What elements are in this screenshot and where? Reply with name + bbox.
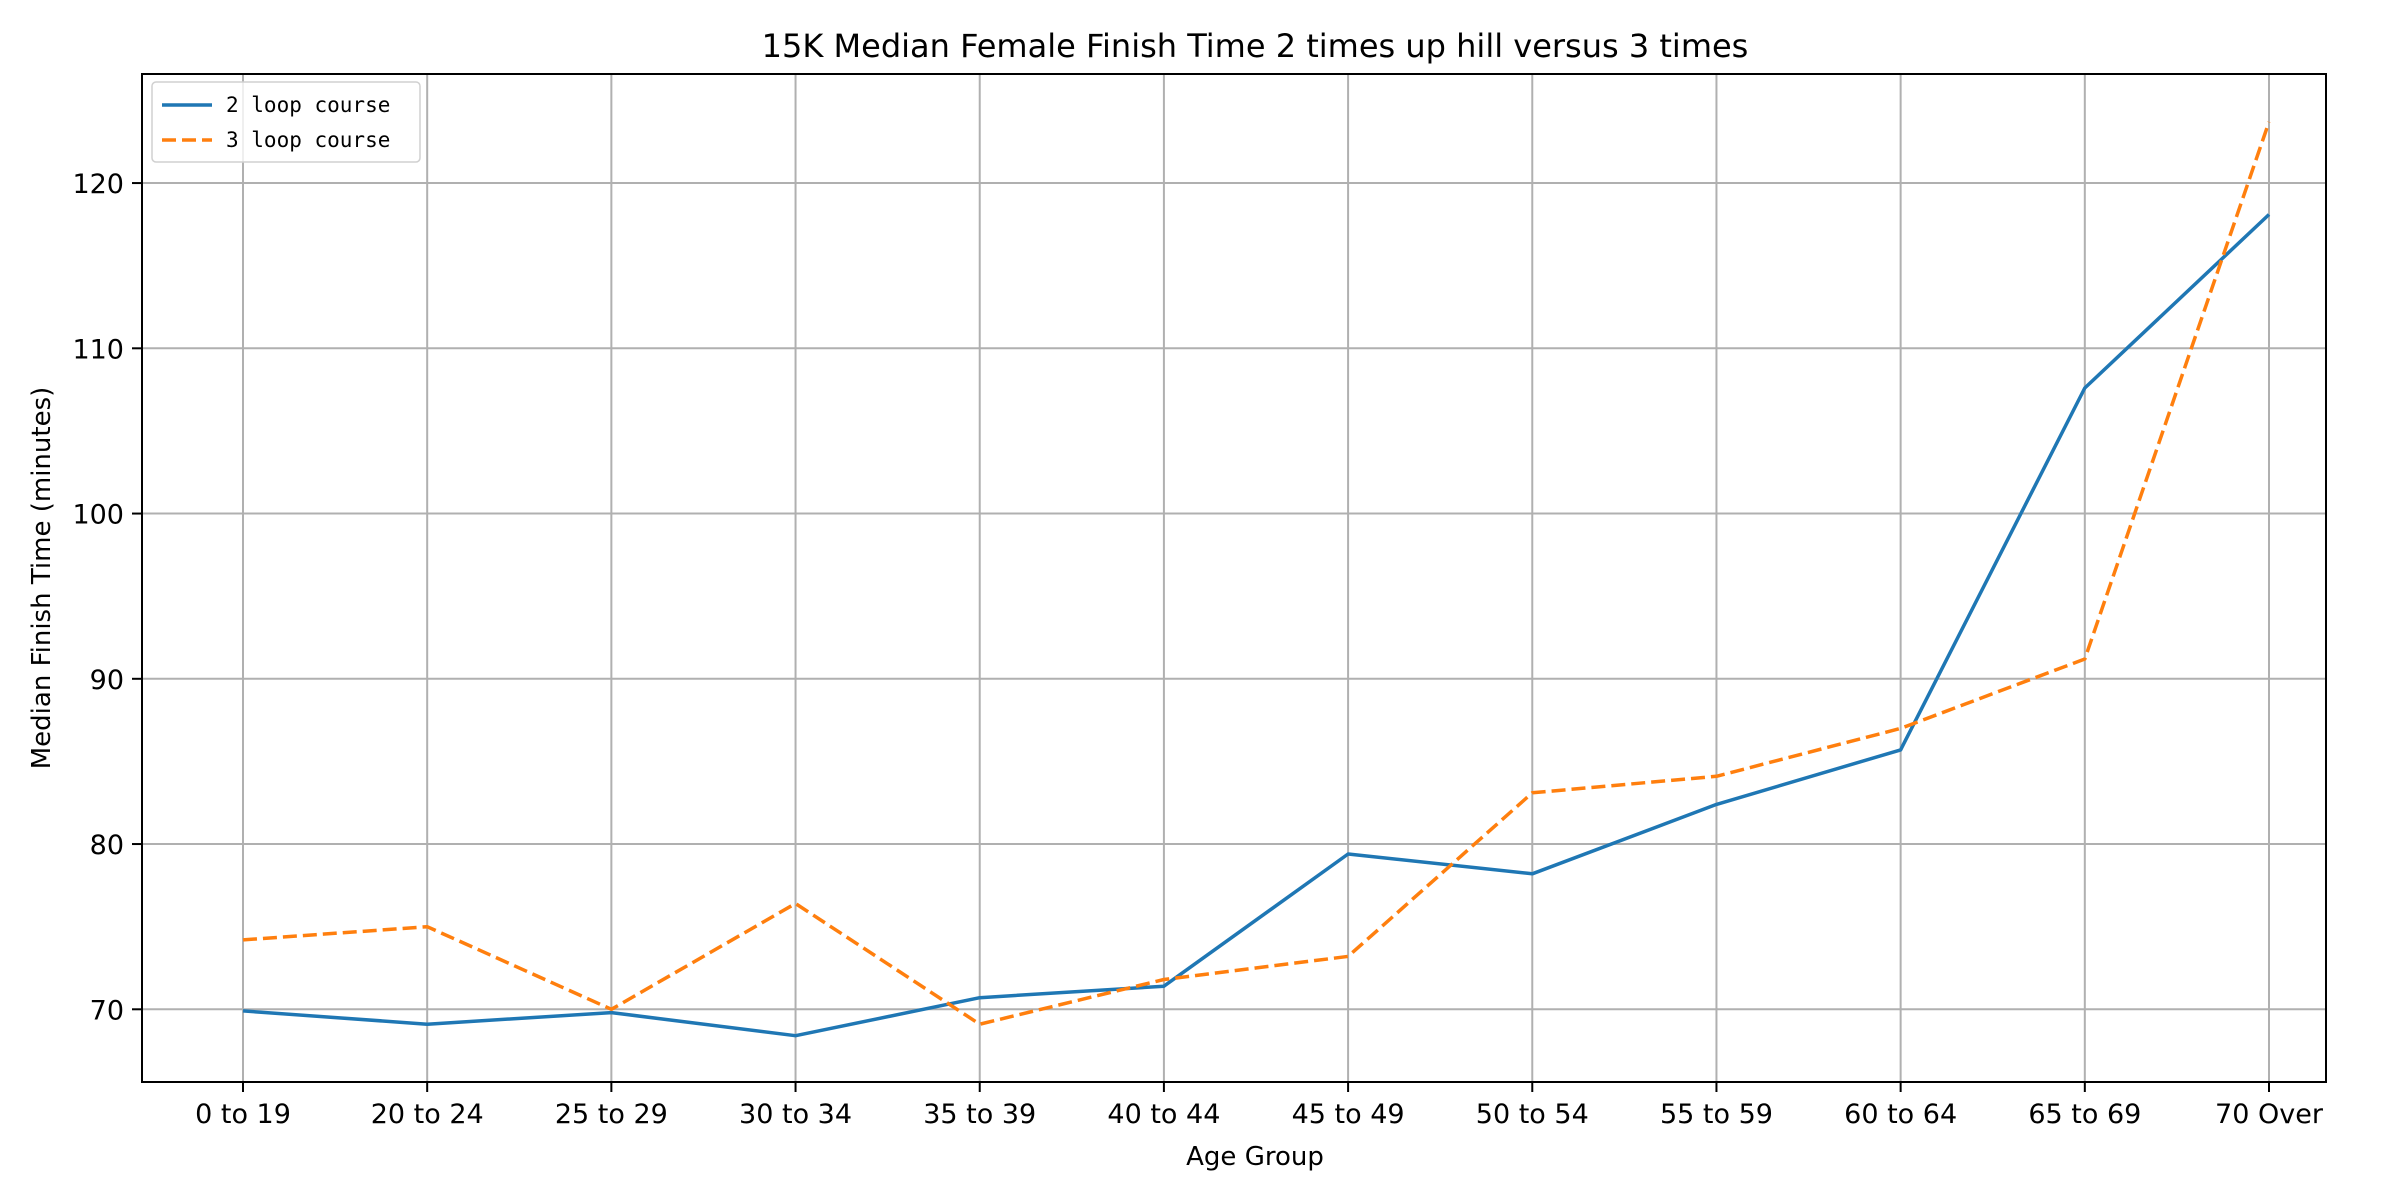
plot-frame — [141, 73, 2327, 1083]
x-axis-ticks: 0 to 19 20 to 24 25 to 29 30 to 34 35 to 39 4… — [195, 1082, 2324, 1130]
x-tick-label: 70 Over — [2215, 1099, 2324, 1130]
y-tick-label: 110 — [72, 334, 124, 365]
y-axis-label: Median Finish Time (minutes) — [27, 387, 57, 770]
x-tick-label: 0 to 19 — [195, 1099, 291, 1130]
legend-label-3-loop: 3 loop course — [226, 128, 390, 152]
series-lines — [242, 121, 2271, 1038]
legend: 2 loop course 3 loop course — [151, 81, 421, 163]
series-line-2-loop — [242, 213, 2271, 1038]
y-tick-label: 120 — [72, 169, 124, 200]
x-tick-label: 35 to 39 — [923, 1099, 1036, 1130]
y-tick-label: 100 — [72, 500, 124, 531]
y-tick-label: 80 — [90, 830, 124, 861]
series-line-3-loop — [242, 121, 2271, 1026]
chart-title: 15K Median Female Finish Time 2 times up… — [762, 27, 1749, 65]
x-tick-label: 50 to 54 — [1476, 1099, 1589, 1130]
x-axis-label: Age Group — [1186, 1142, 1324, 1172]
x-tick-label: 60 to 64 — [1844, 1099, 1957, 1130]
x-tick-label: 65 to 69 — [2028, 1099, 2141, 1130]
x-tick-label: 30 to 34 — [739, 1099, 852, 1130]
legend-box — [151, 81, 421, 163]
x-tick-label: 25 to 29 — [555, 1099, 668, 1130]
grid-lines — [142, 74, 2326, 1082]
x-tick-label: 45 to 49 — [1292, 1099, 1405, 1130]
x-tick-label: 55 to 59 — [1660, 1099, 1773, 1130]
y-tick-label: 90 — [90, 665, 124, 696]
y-tick-label: 70 — [90, 995, 124, 1026]
x-tick-label: 20 to 24 — [371, 1099, 484, 1130]
legend-label-2-loop: 2 loop course — [226, 93, 390, 117]
x-tick-label: 40 to 44 — [1107, 1099, 1220, 1130]
y-axis-ticks: 70 80 90 100 110 120 — [72, 169, 142, 1026]
